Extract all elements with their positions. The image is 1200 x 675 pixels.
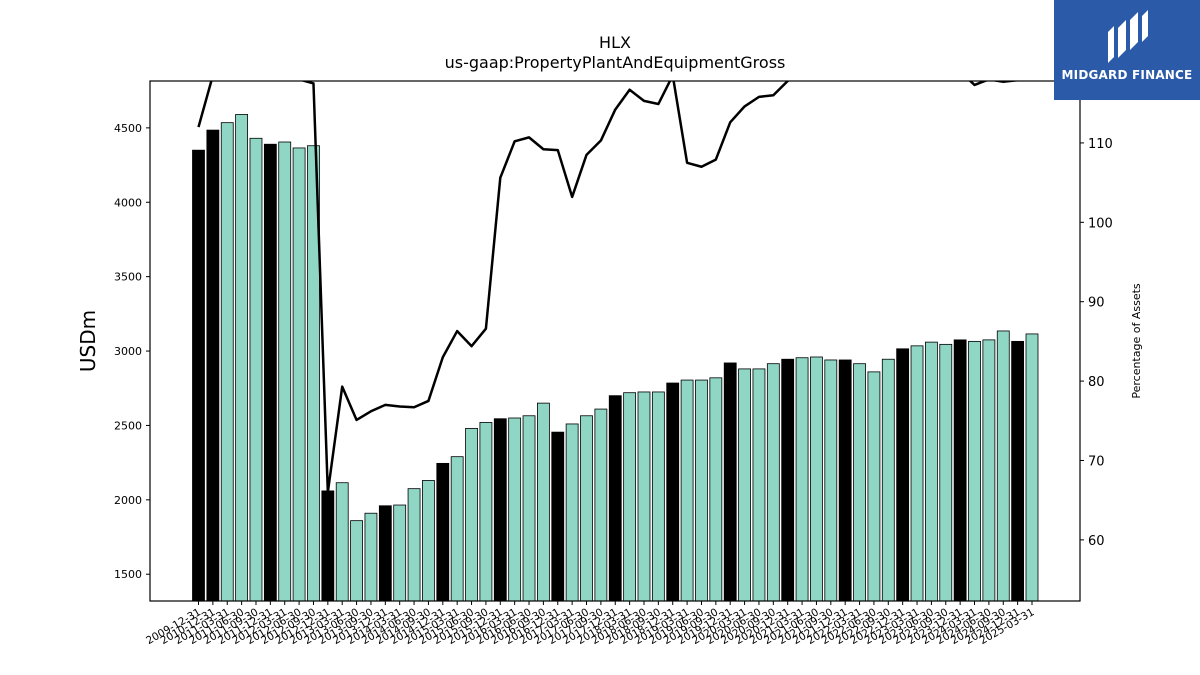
bar bbox=[766, 363, 780, 602]
bar bbox=[249, 137, 263, 602]
bar bbox=[479, 422, 493, 602]
y2-tick-label: 90 bbox=[1088, 296, 1105, 311]
bar bbox=[608, 395, 622, 602]
y2-tick-label: 110 bbox=[1088, 137, 1113, 152]
bar bbox=[1011, 340, 1025, 602]
bar bbox=[695, 379, 708, 602]
bar bbox=[565, 423, 579, 602]
bar bbox=[968, 340, 981, 602]
y-tick-label: 1500 bbox=[114, 568, 142, 581]
y2-tick-label: 70 bbox=[1088, 454, 1105, 469]
bar bbox=[953, 339, 967, 602]
bar bbox=[522, 415, 536, 602]
bar bbox=[1025, 333, 1039, 602]
y-tick-label: 2000 bbox=[114, 494, 142, 507]
bar bbox=[580, 415, 593, 602]
y2-tick-label: 100 bbox=[1088, 216, 1113, 231]
bar bbox=[781, 358, 795, 602]
bar bbox=[278, 141, 292, 602]
bar bbox=[220, 122, 234, 602]
y2-axis-label: Percentage of Assets bbox=[1130, 283, 1143, 399]
bar bbox=[378, 505, 392, 602]
bar bbox=[896, 348, 910, 602]
bar bbox=[680, 379, 694, 602]
bar bbox=[393, 504, 407, 602]
bar bbox=[450, 456, 464, 602]
bar bbox=[422, 480, 435, 602]
bar bbox=[723, 362, 737, 602]
bar bbox=[623, 392, 637, 602]
bar bbox=[867, 371, 881, 602]
y-axis-label: USDm bbox=[76, 310, 100, 372]
bar bbox=[206, 129, 220, 602]
chart-subtitle: us-gaap:PropertyPlantAndEquipmentGross bbox=[445, 53, 786, 72]
line-layer bbox=[197, 81, 1032, 494]
bar bbox=[824, 359, 838, 602]
axes: 1500 2000 2500 3000 3500 4000 4500 60 70 80 90 100 1… bbox=[114, 80, 1113, 647]
bar bbox=[594, 408, 608, 602]
bar bbox=[651, 391, 665, 602]
bar bbox=[709, 377, 723, 602]
y-tick-label: 2500 bbox=[114, 419, 142, 432]
y-tick-label: 3000 bbox=[114, 345, 142, 358]
bar bbox=[465, 428, 478, 602]
bar bbox=[939, 343, 953, 602]
bar bbox=[795, 357, 809, 602]
bar bbox=[537, 402, 550, 602]
bar bbox=[364, 512, 378, 602]
bar bbox=[666, 382, 680, 602]
midgard-finance-logo: MIDGARD FINANCE bbox=[1054, 0, 1200, 100]
bar bbox=[810, 356, 823, 602]
bar bbox=[508, 417, 522, 602]
logo-text: MIDGARD FINANCE bbox=[1061, 68, 1193, 82]
bar bbox=[637, 391, 651, 602]
chart-title: HLX bbox=[599, 33, 631, 52]
bar bbox=[192, 149, 205, 602]
bar bbox=[925, 341, 938, 602]
bar bbox=[853, 363, 866, 602]
bar bbox=[493, 418, 507, 602]
y-tick-label: 4500 bbox=[114, 122, 142, 135]
y2-tick-label: 80 bbox=[1088, 375, 1105, 390]
bar bbox=[350, 520, 363, 602]
bars bbox=[192, 114, 1039, 602]
bar bbox=[982, 339, 996, 602]
bar bbox=[292, 147, 306, 602]
bar bbox=[335, 482, 349, 602]
bar bbox=[436, 462, 450, 602]
bar bbox=[235, 114, 249, 602]
midgard-logo-icon bbox=[1108, 10, 1148, 63]
bar bbox=[738, 368, 751, 602]
y-tick-label: 3500 bbox=[114, 271, 142, 284]
bar bbox=[910, 345, 924, 602]
bar bbox=[881, 358, 895, 602]
bar bbox=[838, 359, 852, 602]
bar bbox=[407, 488, 421, 602]
bar bbox=[996, 330, 1010, 602]
y2-tick-label: 60 bbox=[1088, 534, 1105, 549]
y-tick-label: 4000 bbox=[114, 196, 142, 209]
bar bbox=[263, 143, 277, 602]
bar bbox=[752, 368, 766, 602]
bar bbox=[321, 490, 335, 602]
percentage-line bbox=[197, 81, 1032, 494]
bar bbox=[551, 431, 565, 602]
